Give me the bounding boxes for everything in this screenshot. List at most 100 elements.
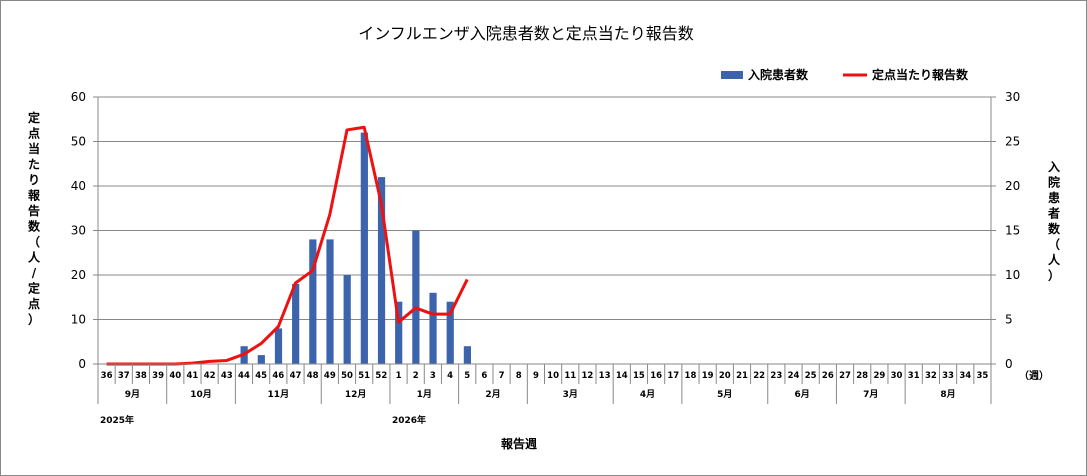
bar-1 [395, 301, 403, 364]
week-tick-label: 38 [135, 371, 147, 381]
week-tick-label: 34 [959, 371, 971, 381]
week-tick-label: 26 [822, 371, 834, 381]
week-tick-label: 49 [324, 371, 336, 381]
week-tick-label: 21 [736, 371, 748, 381]
month-label: 1月 [417, 389, 432, 400]
week-tick-label: 42 [204, 371, 216, 381]
week-tick-label: 23 [770, 371, 782, 381]
month-label: 5月 [717, 389, 732, 400]
legend: 入院患者数 定点当たり報告数 [721, 67, 969, 82]
week-tick-label: 16 [650, 371, 662, 381]
week-tick-label: 2 [413, 371, 419, 381]
bar-47 [292, 283, 300, 364]
week-tick-label: 7 [499, 371, 505, 381]
week-tick-label: 32 [925, 371, 937, 381]
week-tick-label: 8 [516, 371, 522, 381]
week-tick-label: 33 [942, 371, 954, 381]
week-tick-label: 6 [481, 371, 487, 381]
month-label: 6月 [794, 389, 809, 400]
bar-49 [326, 239, 334, 364]
bar-51 [360, 132, 368, 364]
y-left-tick-label: 40 [71, 179, 86, 193]
week-tick-label: 15 [633, 371, 645, 381]
week-tick-label: 29 [873, 371, 885, 381]
x-unit-label: （週） [1019, 369, 1049, 382]
week-tick-label: 31 [908, 371, 920, 381]
bar-2 [412, 230, 420, 364]
week-tick-label: 45 [255, 371, 267, 381]
y-right-axis-title: 入院患者数（人） [1047, 160, 1061, 283]
bar-4 [446, 301, 454, 364]
bar-3 [429, 292, 437, 364]
week-tick-label: 41 [187, 371, 199, 381]
y-right-tick-label: 30 [1005, 90, 1020, 104]
bar-48 [309, 239, 317, 364]
week-tick-label: 12 [582, 371, 594, 381]
x-axis-title: 報告週 [501, 436, 537, 451]
month-label: 2月 [485, 389, 500, 400]
bar-52 [377, 177, 386, 364]
week-tick-label: 17 [667, 371, 679, 381]
week-tick-label: 3 [430, 371, 436, 381]
month-label: 12月 [345, 389, 367, 400]
y-left-tick-label: 30 [71, 224, 86, 238]
week-tick-label: 30 [891, 371, 903, 381]
bar-5 [463, 346, 471, 364]
week-tick-label: 28 [856, 371, 868, 381]
y-left-tick-label: 60 [71, 90, 86, 104]
week-tick-label: 18 [685, 371, 697, 381]
legend-bar-label: 入院患者数 [748, 67, 809, 82]
week-tick-label: 9 [533, 371, 539, 381]
bar-46 [274, 328, 283, 364]
month-label: 4月 [640, 389, 655, 400]
week-tick-label: 22 [753, 371, 765, 381]
y-right-tick-label: 15 [1005, 224, 1020, 238]
bar-45 [257, 355, 265, 364]
week-tick-label: 44 [238, 371, 250, 381]
week-tick-label: 50 [341, 371, 353, 381]
week-tick-label: 27 [839, 371, 851, 381]
month-label: 3月 [563, 389, 578, 400]
week-tick-label: 52 [375, 371, 387, 381]
y-left-axis-title: 定点当たり報告数（人/定点） [28, 110, 41, 327]
week-tick-label: 48 [307, 371, 319, 381]
week-tick-label: 37 [118, 371, 130, 381]
y-right-tick-label: 0 [1005, 357, 1013, 371]
y-right-tick-label: 20 [1005, 179, 1020, 193]
week-tick-label: 47 [290, 371, 302, 381]
month-label: 11月 [268, 389, 290, 400]
y-right-tick-label: 25 [1005, 135, 1020, 149]
week-tick-label: 39 [152, 371, 164, 381]
week-tick-label: 20 [719, 371, 731, 381]
week-tick-label: 10 [547, 371, 559, 381]
month-label: 10月 [190, 389, 212, 400]
y-right-tick-label: 5 [1005, 313, 1013, 327]
y-left-tick-label: 50 [71, 135, 86, 149]
week-tick-label: 36 [101, 371, 113, 381]
month-label: 7月 [863, 389, 878, 400]
week-tick-label: 43 [221, 371, 233, 381]
week-tick-label: 24 [788, 371, 800, 381]
week-tick-label: 13 [599, 371, 611, 381]
week-tick-label: 40 [169, 371, 181, 381]
y-right-tick-label: 10 [1005, 268, 1020, 282]
week-tick-label: 11 [564, 371, 576, 381]
month-label: 8月 [940, 389, 955, 400]
chart-title: インフルエンザ入院患者数と定点当たり報告数 [358, 24, 694, 43]
week-tick-label: 4 [447, 371, 453, 381]
week-tick-label: 14 [616, 371, 628, 381]
week-tick-label: 46 [272, 371, 284, 381]
week-tick-label: 1 [396, 371, 402, 381]
week-tick-label: 25 [805, 371, 817, 381]
year-label: 2026年 [392, 414, 426, 426]
bar-50 [343, 275, 351, 364]
year-label: 2025年 [100, 414, 134, 426]
week-tick-label: 19 [702, 371, 714, 381]
week-tick-label: 5 [464, 371, 470, 381]
month-label: 9月 [125, 389, 140, 400]
week-tick-label: 51 [358, 371, 370, 381]
legend-line-label: 定点当たり報告数 [872, 67, 969, 82]
y-left-tick-label: 0 [78, 357, 86, 371]
